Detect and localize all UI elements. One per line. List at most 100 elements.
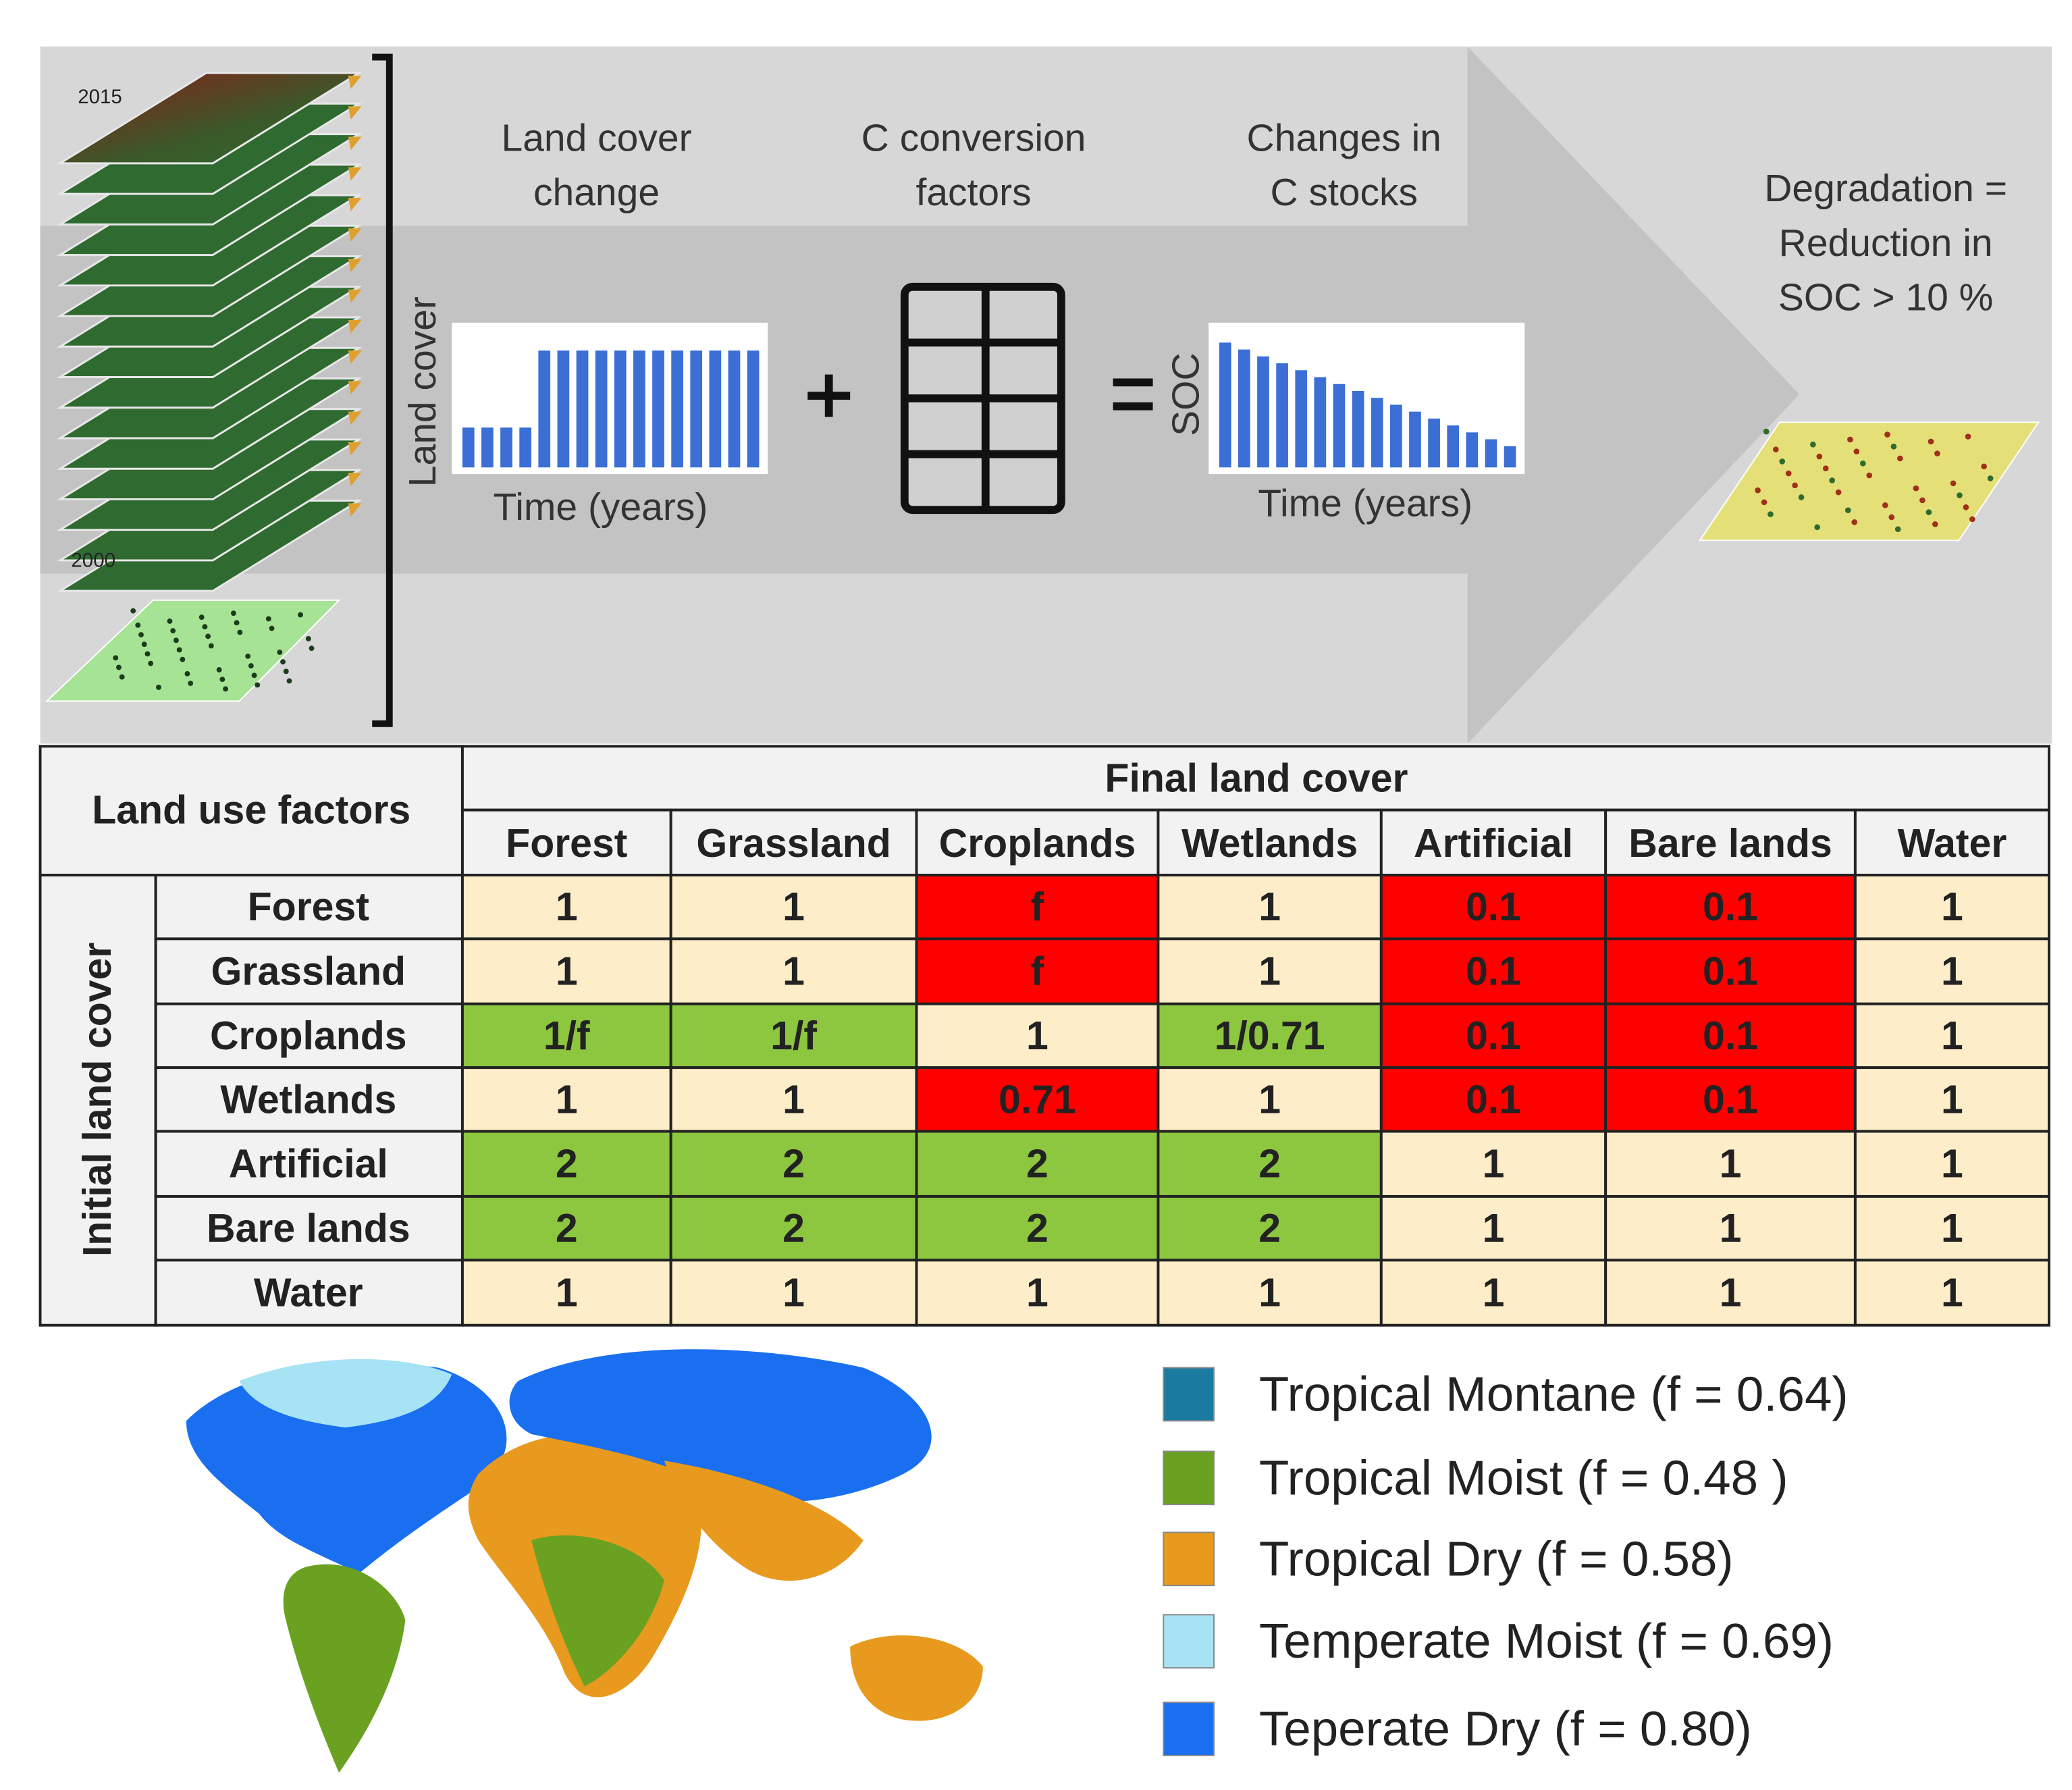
map-speckle [184,670,190,677]
factor-value: 2 [782,1206,805,1251]
factor-value: 2 [1026,1206,1048,1251]
factor-cell [1853,937,2050,1005]
map-speckle [1888,514,1895,521]
map-speckle [1763,428,1770,435]
map-speckle [188,681,194,686]
illustration-bar [1428,418,1440,468]
factor-cell [915,874,1160,941]
map-speckle [298,612,303,618]
factor-value: 1 [556,1271,578,1315]
illustration-bar [671,350,683,468]
map-speckle [170,628,176,634]
factor-value: 1/0.71 [1215,1014,1325,1058]
map-speckle [255,682,261,688]
map-speckle [1768,511,1774,517]
legend-swatch [1163,1450,1215,1506]
step-label: change [533,171,660,214]
map-speckle [1866,472,1873,479]
illustration-bar [652,350,664,468]
map-speckle [130,608,136,614]
row-label: Wetlands [220,1077,396,1122]
factor-value: 0.1 [1466,1077,1521,1122]
factor-value: 1 [782,1077,805,1122]
column-label-cell [1853,808,2050,876]
factor-value: 1 [1258,1077,1281,1122]
map-speckle [156,684,161,690]
factor-cell [915,1130,1160,1198]
column-label-cell [1157,808,1383,876]
map-speckle [1798,494,1805,500]
factor-value: 1 [1941,949,1963,994]
factor-value: 1 [556,885,578,929]
legend-swatch [1163,1367,1215,1422]
column-label-cell [915,808,1160,876]
column-label: Croplands [939,821,1136,866]
factor-value: 1 [1483,1142,1505,1186]
factor-cell [1157,1194,1383,1262]
chart-x-label: Time (years) [1258,481,1472,525]
factor-value: 0.1 [1703,1077,1758,1122]
factor-cell [1379,1194,1608,1262]
map-speckle [219,677,225,683]
map-speckle [1913,485,1919,492]
legend-swatch [1163,1531,1215,1587]
factor-cell [915,1002,1160,1070]
row-header: Initial land cover [75,943,119,1257]
factor-value: 1 [1941,1206,1963,1251]
row-label: Croplands [210,1014,407,1058]
map-speckle [1981,463,1987,470]
map-speckle [1925,509,1932,515]
map-speckle [1890,443,1897,450]
illustration-bar [500,427,512,468]
illustration-bar [481,427,494,468]
africa-moist [531,1535,664,1687]
layer-edge [348,442,362,456]
factor-cell [460,874,672,941]
factor-cell [915,1259,1160,1327]
map-speckle [1829,477,1836,483]
factor-table-icon [900,282,1065,515]
factor-cell [669,1002,918,1070]
factor-value: 1 [556,949,578,994]
column-label-cell [460,808,672,876]
eurasia [509,1349,932,1502]
factor-cell [1853,1002,2050,1070]
layer-edge [348,76,362,89]
factor-cell [1379,1259,1608,1327]
map-speckle [1932,521,1938,527]
factor-value: 2 [782,1142,805,1186]
map-speckle [198,614,205,621]
layer-edge [348,381,362,395]
factor-value: 2 [1258,1206,1281,1251]
factor-value: 1 [1720,1271,1742,1315]
illustration-bar [462,427,475,468]
map-speckle [1882,502,1888,508]
legend: Tropical Montane (f = 0.64) Tropical Mois… [1163,1367,1849,1756]
column-label: Forest [506,821,627,866]
factor-cell [1379,937,1608,1005]
layer-edge [348,106,362,120]
map-speckle [1847,436,1853,443]
factor-table: Land use factors Final land cover Initial … [38,745,2050,1327]
factor-value: f [1031,949,1044,994]
result-label: Reduction in [1779,221,1993,265]
map-speckle [248,663,254,668]
factor-value: 1 [1941,1271,1963,1315]
factor-value: 0.1 [1703,1014,1758,1058]
plus-sign [807,374,851,417]
row-label: Artificial [229,1142,388,1186]
legend-label: Tropical Dry (f = 0.58) [1259,1531,1734,1586]
illustration-bar [595,350,608,468]
layer-edge [348,319,362,334]
column-label: Wetlands [1181,821,1358,866]
map-speckle [176,647,182,653]
row-label-cell [154,1259,464,1327]
factor-value: 1 [1720,1206,1742,1251]
equals-sign [1113,378,1153,411]
map-speckle [283,668,289,675]
stack-year: 2000 [71,549,115,571]
layer-edge [348,473,362,486]
map-speckle [1897,455,1903,462]
map-speckle [1792,482,1798,489]
factor-cell [669,1259,918,1327]
